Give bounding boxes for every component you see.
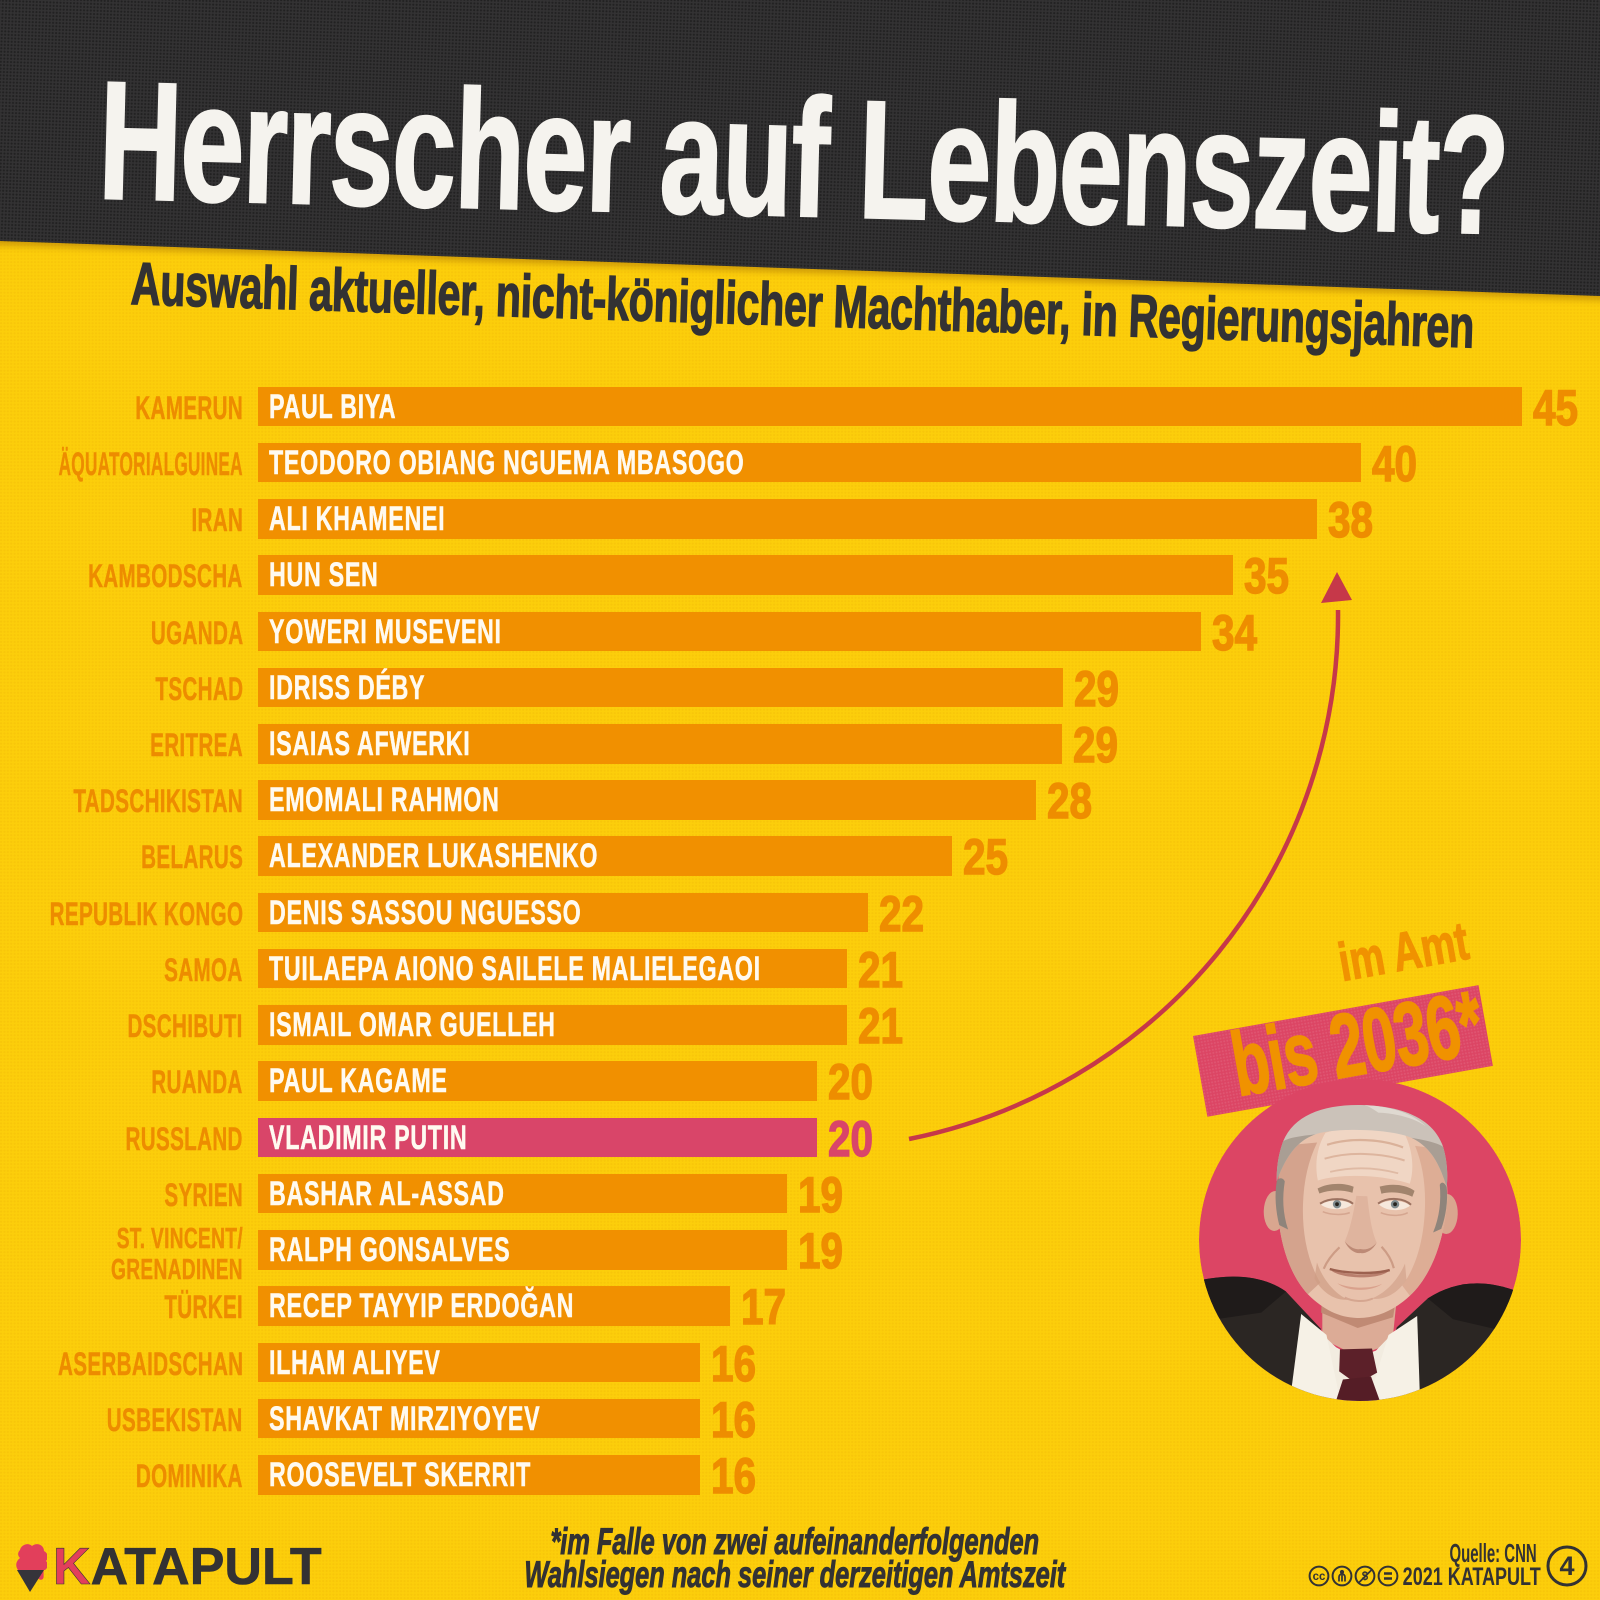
svg-text:cc: cc: [1313, 1571, 1326, 1583]
svg-text:4: 4: [1559, 1551, 1574, 1581]
